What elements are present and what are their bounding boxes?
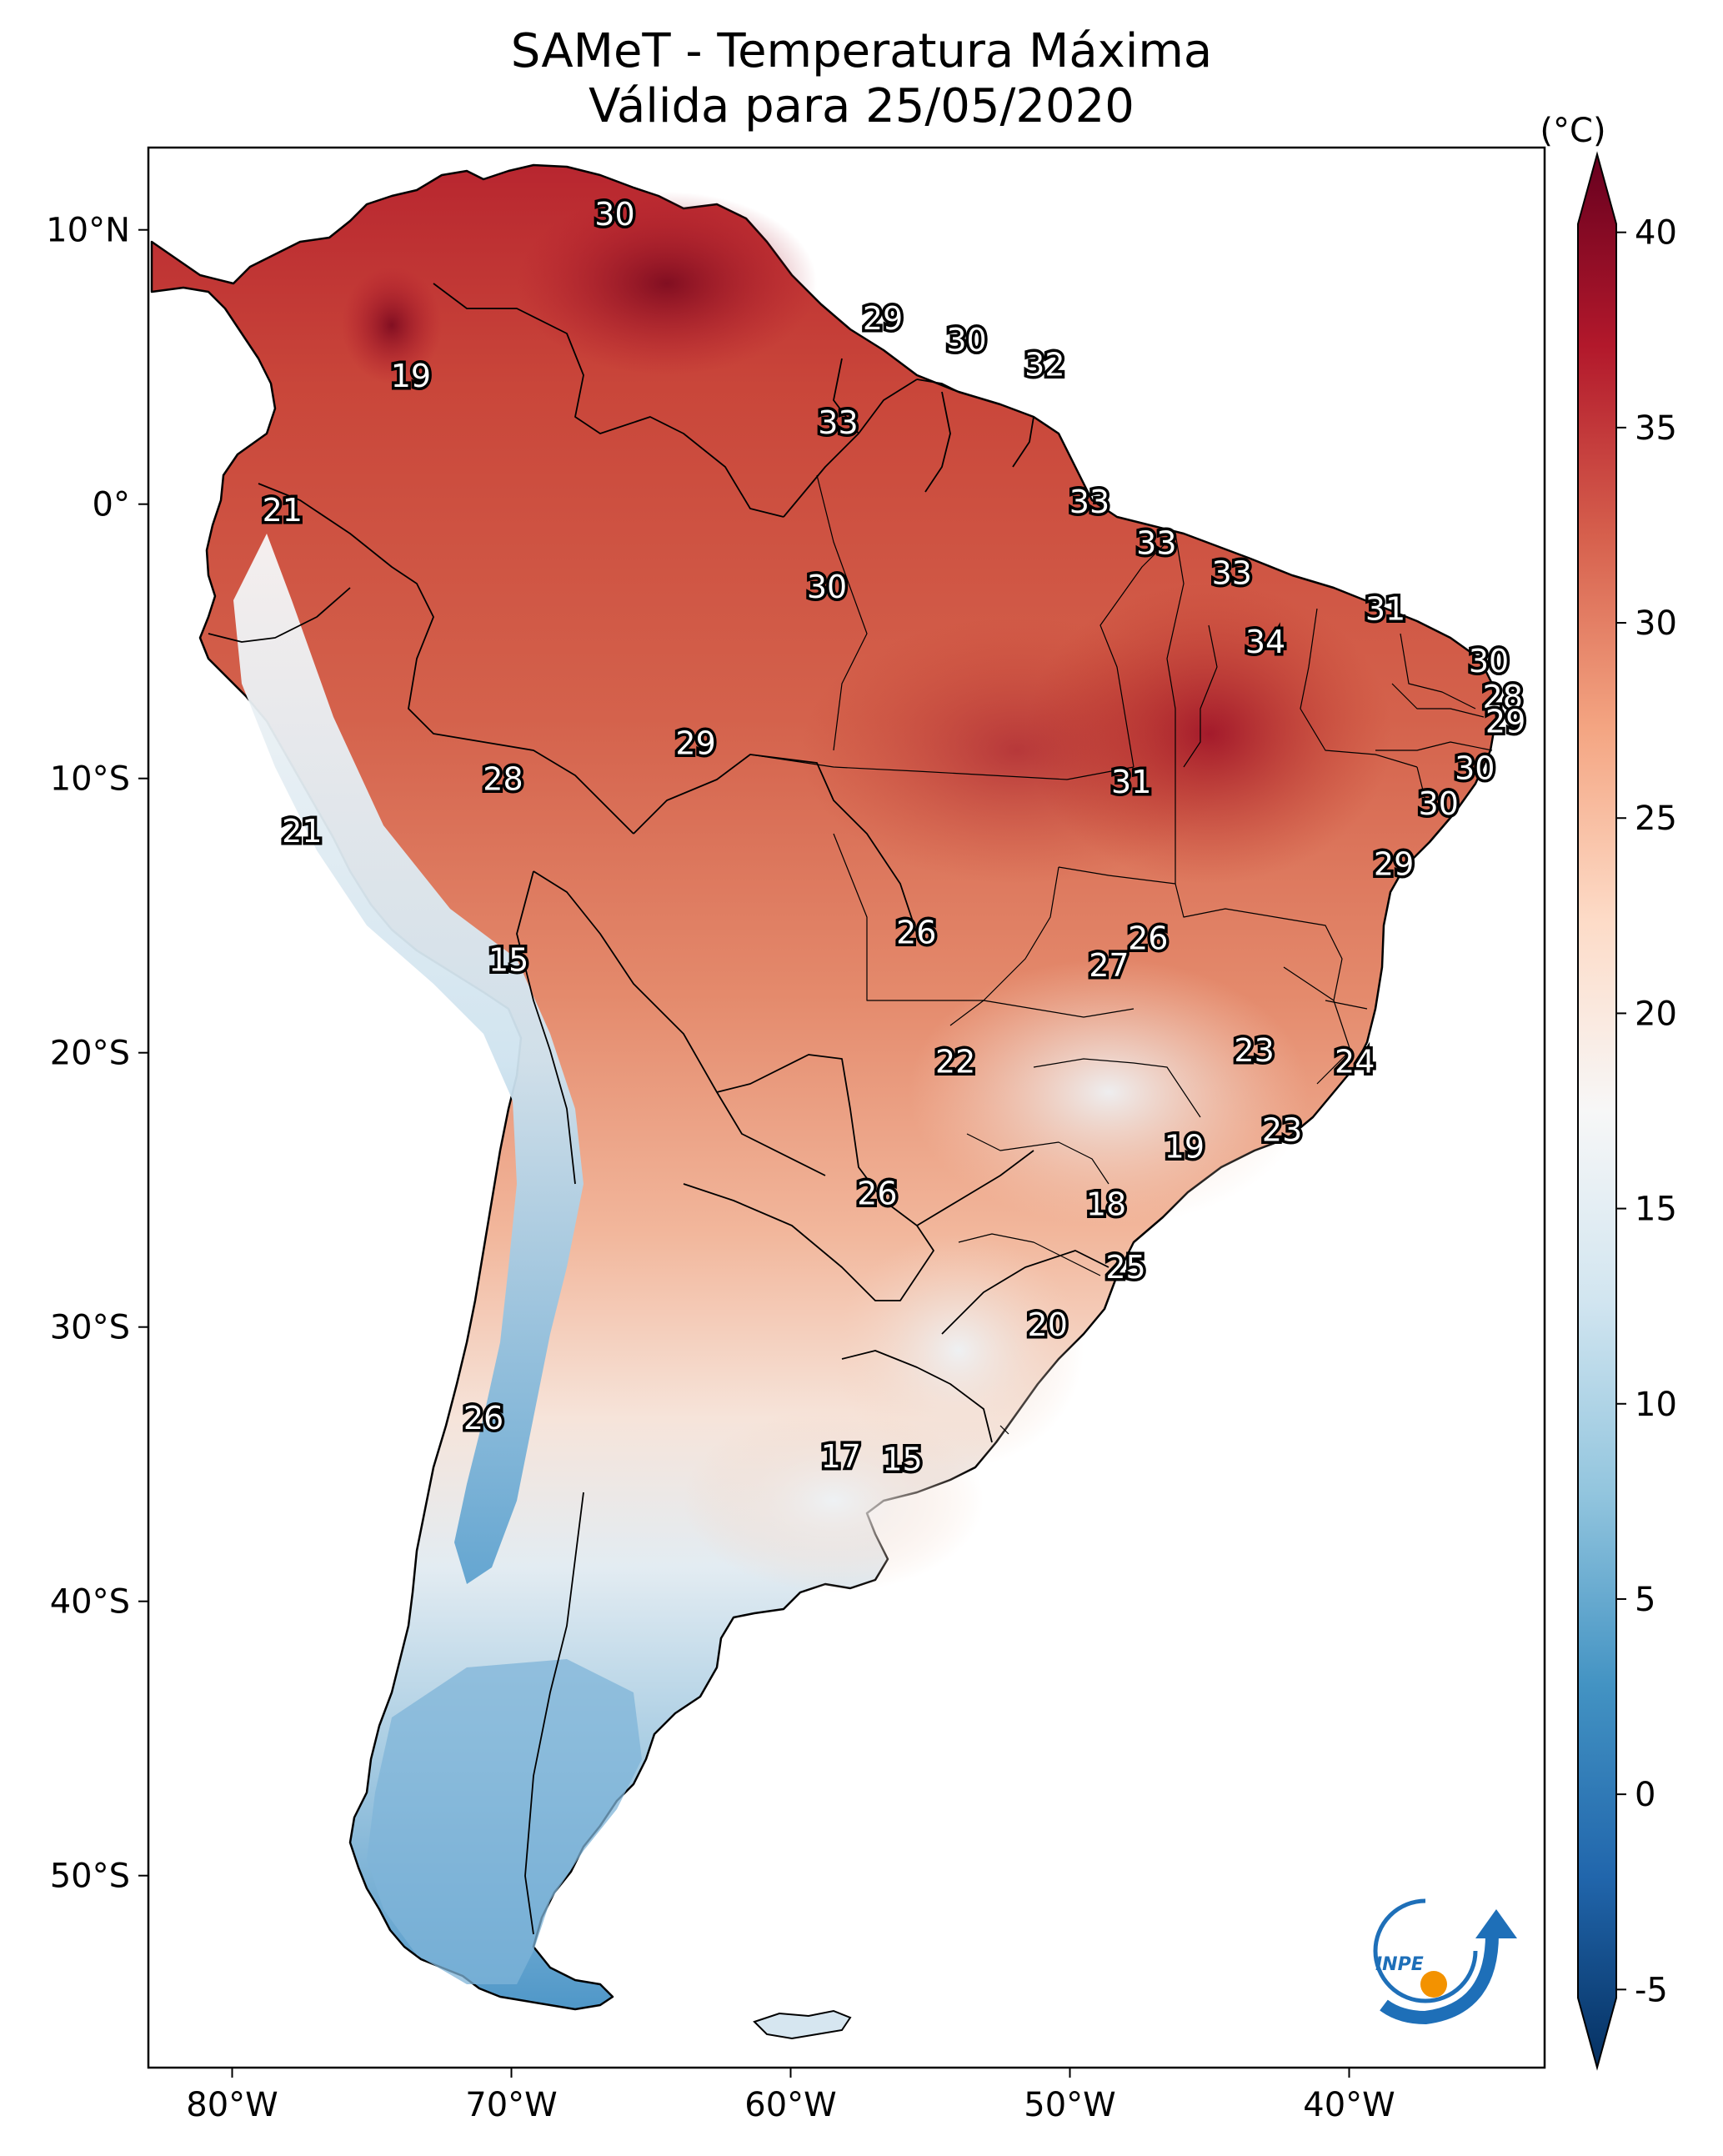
temperature-value-label: 20 <box>1028 1306 1068 1343</box>
hot-region-venezuela <box>517 192 817 375</box>
temperature-value-label: 15 <box>882 1441 922 1477</box>
falkland-islands <box>753 2009 852 2040</box>
temperature-value-label: 26 <box>857 1175 897 1211</box>
lat-tick-label: 20°S <box>50 1035 130 1073</box>
map-title-line1: SAMeT - Temperatura Máxima <box>510 24 1213 78</box>
temperature-value-label: 31 <box>1111 764 1151 800</box>
temperature-value-label: 23 <box>1262 1112 1302 1149</box>
temperature-value-label: 19 <box>1165 1128 1205 1165</box>
colorbar-unit-label: (°C) <box>1540 112 1605 150</box>
inpe-logo-sun-icon <box>1420 1971 1447 1998</box>
hot-region-central-brazil <box>800 617 1234 884</box>
map-panel <box>148 148 1545 2068</box>
colorbar: (°C) 40 35 30 25 20 15 10 5 0 -5 <box>1540 112 1677 2071</box>
temperature-value-label: 31 <box>1365 591 1405 628</box>
temperature-value-label: 23 <box>1234 1032 1274 1069</box>
colorbar-tick-label: 25 <box>1635 800 1677 838</box>
temperature-value-label: 17 <box>821 1438 861 1475</box>
lon-tick-label: 40°W <box>1303 2086 1395 2124</box>
inpe-logo-text: INPE <box>1375 1954 1424 1975</box>
temperature-value-label: 21 <box>282 813 322 850</box>
temperature-value-label: 21 <box>263 492 303 529</box>
lat-tick-label: 50°S <box>50 1858 130 1896</box>
latitude-axis: 10°N 0° 10°S 20°S 30°S 40°S 50°S <box>46 212 148 1896</box>
temperature-value-label: 24 <box>1335 1043 1375 1080</box>
temperature-value-label: 30 <box>807 569 847 605</box>
colorbar-tick-label: 10 <box>1635 1386 1677 1424</box>
temperature-value-label: 26 <box>896 915 936 951</box>
colorbar-tick-label: 30 <box>1635 604 1677 643</box>
lon-tick-label: 50°W <box>1024 2086 1115 2124</box>
colorbar-tick-label: 35 <box>1635 409 1677 448</box>
temperature-value-label: 22 <box>935 1043 975 1080</box>
longitude-axis: 80°W 70°W 60°W 50°W 40°W <box>186 2068 1395 2124</box>
temperature-value-label: 27 <box>1089 947 1129 984</box>
andes-cold-band <box>233 534 584 1584</box>
state-borders <box>749 474 1493 1435</box>
temperature-value-label: 29 <box>863 300 903 337</box>
temperature-value-label: 18 <box>1086 1186 1126 1222</box>
colorbar-tick-label: -5 <box>1635 1971 1668 2009</box>
temperature-value-label: 34 <box>1245 624 1285 660</box>
lat-tick-label: 10°S <box>50 760 130 799</box>
map-frame <box>147 146 1546 2069</box>
temperature-value-label: 28 <box>483 760 523 797</box>
temperature-value-label: 26 <box>1128 920 1168 956</box>
temperature-value-label: 30 <box>1419 785 1459 822</box>
inpe-logo-ring <box>1373 1898 1478 2003</box>
temperature-value-label: 33 <box>1136 525 1176 562</box>
lon-tick-label: 70°W <box>465 2086 557 2124</box>
map-title-line2: Válida para 25/05/2020 <box>589 79 1134 133</box>
temperature-value-label: 29 <box>675 725 715 762</box>
temperature-value-label: 19 <box>391 358 431 394</box>
patagonia-cold-region <box>367 1659 642 1984</box>
country-borders <box>208 283 1109 1935</box>
cool-region-south-brazil <box>834 1234 1084 1467</box>
colorbar-tick-label: 5 <box>1635 1581 1655 1619</box>
temperature-value-label: 33 <box>1069 484 1109 520</box>
lat-tick-label: 40°S <box>50 1583 130 1622</box>
inpe-logo-swoosh <box>1380 1933 1499 2025</box>
temperature-value-label: 30 <box>946 322 986 358</box>
lon-tick-label: 60°W <box>744 2086 836 2124</box>
temperature-value-label: 32 <box>1024 347 1064 384</box>
colorbar-bar <box>1577 151 1617 2071</box>
colorbar-tick-label: 40 <box>1635 214 1677 253</box>
temperature-value-label: 28 <box>1483 679 1523 715</box>
temperature-value-label: 29 <box>1485 703 1525 740</box>
inpe-logo: INPE <box>1373 1898 1517 2025</box>
cool-region-southeast-brazil <box>909 959 1309 1226</box>
temperature-value-label: 33 <box>1212 555 1252 592</box>
colorbar-tick-label: 15 <box>1635 1191 1677 1229</box>
colorbar-tick-label: 20 <box>1635 995 1677 1033</box>
hot-region-colombia <box>342 267 442 384</box>
temperature-value-label: 15 <box>488 942 528 979</box>
colorbar-ticks: 40 35 30 25 20 15 10 5 0 -5 <box>1616 214 1677 2009</box>
temperature-value-label: 33 <box>818 404 858 441</box>
lat-tick-label: 30°S <box>50 1309 130 1347</box>
temperature-value-label: 26 <box>463 1400 503 1436</box>
inpe-logo-arrow-icon <box>1475 1909 1517 1938</box>
temperature-value-label: 30 <box>594 196 634 233</box>
lat-tick-label: 10°N <box>46 212 130 250</box>
temperature-value-label: 25 <box>1105 1249 1145 1286</box>
colorbar-tick-label: 0 <box>1635 1776 1655 1814</box>
lat-tick-label: 0° <box>93 486 130 524</box>
cool-region-uruguay <box>684 1409 984 1592</box>
temperature-value-label: 30 <box>1469 643 1509 679</box>
lon-tick-label: 80°W <box>186 2086 278 2124</box>
temperature-value-label: 29 <box>1374 845 1414 882</box>
temperature-value-label: 30 <box>1455 750 1495 786</box>
